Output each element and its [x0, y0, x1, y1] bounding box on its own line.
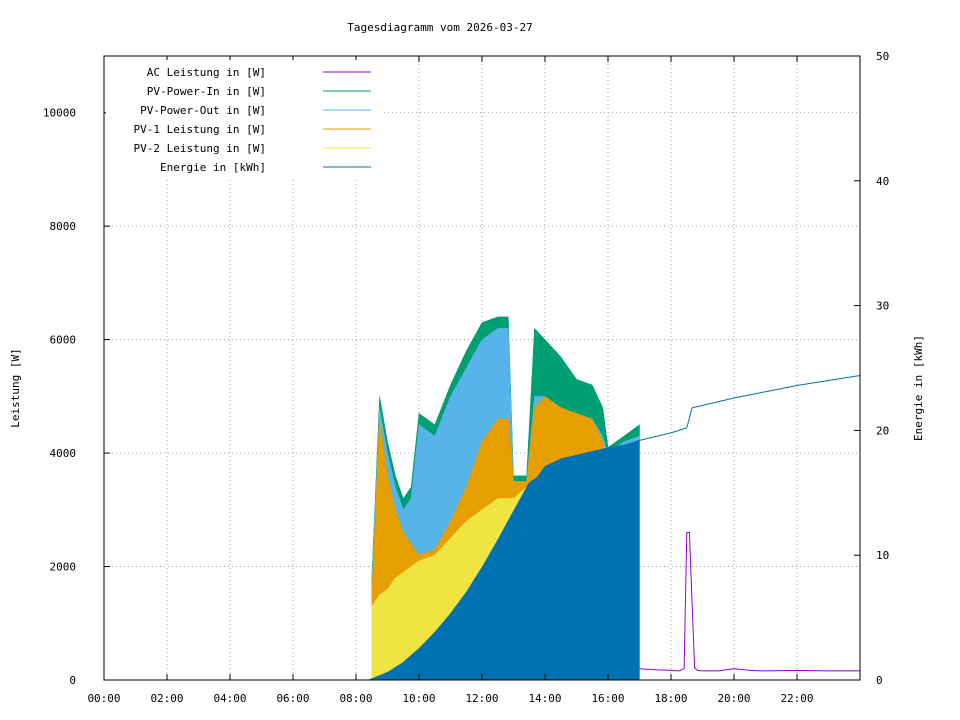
- ac-power-line: [639, 532, 860, 672]
- x-tick-label: 02:00: [150, 692, 183, 705]
- x-tick-label: 00:00: [87, 692, 120, 705]
- x-tick-label: 14:00: [528, 692, 561, 705]
- legend-label: Energie in [kWh]: [160, 161, 266, 174]
- x-tick-label: 20:00: [717, 692, 750, 705]
- chart-title: Tagesdiagramm vom 2026-03-27: [347, 21, 532, 34]
- y-tick-label: 10000: [43, 107, 76, 120]
- energy-area: [369, 440, 640, 680]
- y-tick-label: 6000: [50, 334, 77, 347]
- legend: AC Leistung in [W] PV-Power-In in [W] PV-P…: [106, 60, 382, 178]
- legend-background: [106, 60, 382, 178]
- y2-tick-label: 50: [876, 50, 889, 63]
- y2-tick-label: 10: [876, 549, 889, 562]
- x-tick-label: 04:00: [213, 692, 246, 705]
- y-axis-label: Leistung [W]: [9, 348, 22, 427]
- legend-label: PV-Power-In in [W]: [147, 85, 266, 98]
- legend-label: AC Leistung in [W]: [147, 66, 266, 79]
- y-tick-label: 8000: [50, 220, 77, 233]
- legend-label: PV-2 Leistung in [W]: [134, 142, 266, 155]
- x-tick-label: 10:00: [402, 692, 435, 705]
- x-tick-label: 16:00: [591, 692, 624, 705]
- y-tick-label: 4000: [50, 447, 77, 460]
- legend-label: PV-1 Leistung in [W]: [134, 123, 266, 136]
- x-tick-label: 08:00: [339, 692, 372, 705]
- x-tick-label: 06:00: [276, 692, 309, 705]
- legend-label: PV-Power-Out in [W]: [140, 104, 266, 117]
- y-tick-label: 0: [69, 674, 76, 687]
- x-tick-label: 12:00: [465, 692, 498, 705]
- x-tick-label: 18:00: [654, 692, 687, 705]
- axes: 00:00 02:00 04:00 06:00 08:00 10:00 12:00 14:00…: [43, 50, 889, 705]
- y-tick-label: 2000: [50, 561, 77, 574]
- y2-tick-label: 30: [876, 300, 889, 313]
- x-tick-label: 22:00: [780, 692, 813, 705]
- y2-tick-label: 40: [876, 175, 889, 188]
- y2-tick-label: 20: [876, 424, 889, 437]
- y2-tick-label: 0: [876, 674, 883, 687]
- y2-axis-label: Energie in [kWh]: [912, 335, 925, 441]
- energy-line: [368, 375, 861, 681]
- plot-area: [368, 316, 861, 681]
